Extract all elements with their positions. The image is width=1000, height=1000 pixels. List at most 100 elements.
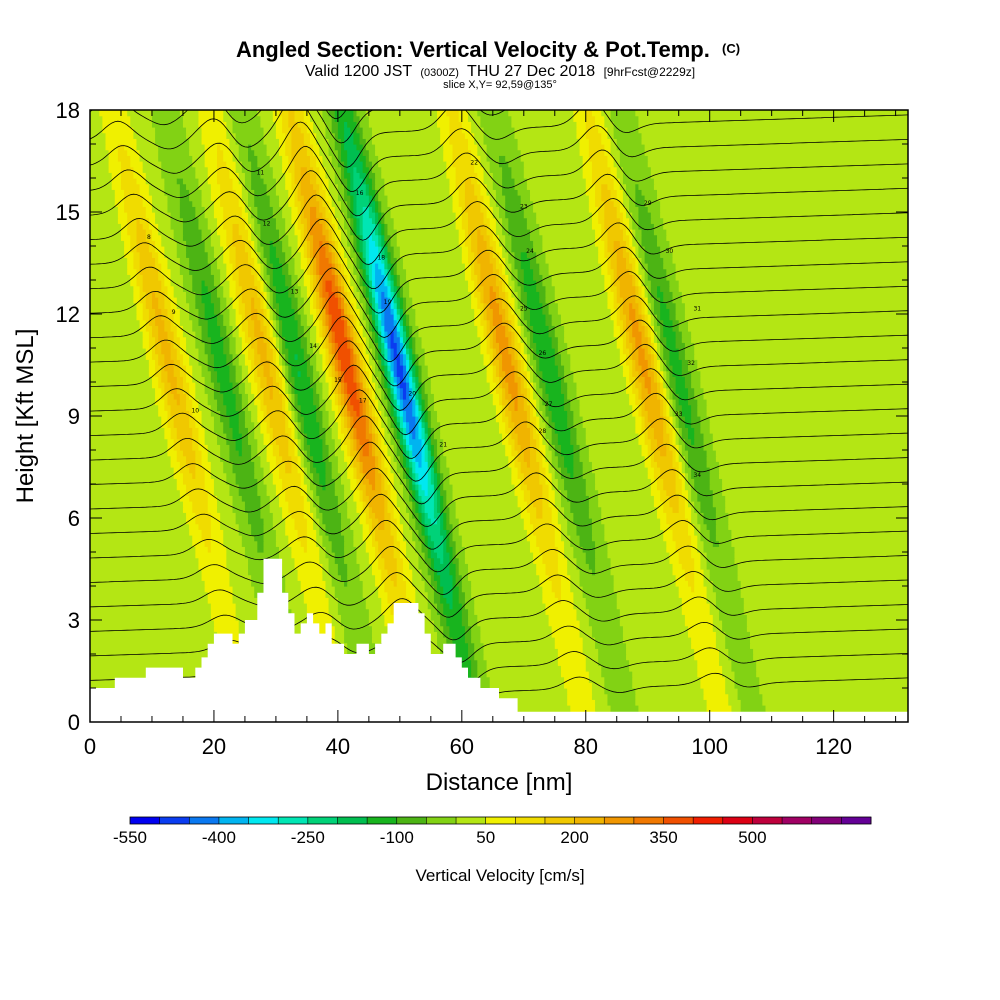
velocity-cell — [675, 382, 686, 389]
velocity-cell — [409, 467, 413, 474]
velocity-cell — [359, 495, 364, 502]
velocity-cell — [452, 574, 457, 581]
velocity-cell — [186, 246, 206, 253]
velocity-cell — [300, 455, 305, 462]
velocity-cell — [325, 472, 333, 479]
velocity-cell — [557, 365, 565, 372]
velocity-cell — [288, 382, 292, 389]
velocity-cell — [173, 444, 181, 451]
velocity-cell — [189, 410, 193, 417]
velocity-cell — [622, 251, 630, 258]
velocity-cell — [192, 433, 200, 440]
velocity-cell — [681, 608, 711, 615]
velocity-cell — [681, 433, 689, 440]
velocity-cell — [430, 574, 435, 581]
velocity-cell — [319, 552, 327, 559]
velocity-cell — [396, 569, 404, 576]
velocity-cell — [381, 348, 385, 355]
velocity-cell — [650, 285, 658, 292]
velocity-cell — [362, 535, 373, 542]
velocity-cell — [483, 325, 488, 332]
velocity-cell — [266, 263, 274, 270]
velocity-cell — [663, 393, 667, 400]
velocity-cell — [300, 342, 308, 349]
velocity-cell — [728, 648, 754, 655]
velocity-cell — [610, 251, 618, 258]
velocity-cell — [567, 489, 587, 496]
velocity-cell — [440, 489, 447, 496]
velocity-cell — [90, 648, 221, 655]
velocity-cell — [542, 438, 550, 445]
velocity-cell — [697, 404, 708, 411]
velocity-cell — [158, 353, 165, 360]
velocity-cell — [632, 246, 636, 253]
velocity-cell — [263, 291, 268, 298]
velocity-cell — [412, 302, 472, 309]
velocity-cell — [179, 257, 190, 264]
velocity-cell — [322, 450, 330, 457]
velocity-cell — [588, 512, 602, 519]
velocity-cell — [406, 433, 410, 440]
velocity-cell — [387, 353, 392, 360]
velocity-cell — [437, 478, 441, 485]
velocity-cell — [626, 325, 633, 332]
velocity-cell — [139, 251, 153, 258]
velocity-cell — [223, 314, 231, 321]
velocity-cell — [697, 359, 908, 366]
velocity-cell — [545, 450, 553, 457]
velocity-cell — [409, 382, 413, 389]
velocity-cell — [427, 540, 435, 547]
velocity-cell — [371, 353, 376, 360]
velocity-cell — [334, 489, 345, 496]
velocity-cell — [678, 461, 683, 468]
velocity-cell — [275, 529, 286, 536]
velocity-cell — [291, 280, 299, 287]
velocity-cell — [325, 580, 333, 587]
velocity-cell — [182, 376, 187, 383]
velocity-cell — [260, 421, 268, 428]
velocity-cell — [359, 297, 367, 304]
velocity-cell — [279, 353, 283, 360]
velocity-cell — [474, 257, 478, 264]
velocity-cell — [272, 387, 280, 394]
velocity-cell — [381, 399, 389, 406]
velocity-cell — [427, 563, 432, 570]
velocity-cell — [613, 319, 618, 326]
velocity-cell — [691, 489, 698, 496]
velocity-cell — [303, 455, 308, 462]
velocity-cell — [635, 280, 640, 287]
velocity-cell — [344, 557, 358, 564]
velocity-cell — [384, 319, 395, 326]
velocity-cell — [511, 359, 519, 366]
velocity-cell — [635, 308, 640, 315]
velocity-cell — [619, 280, 633, 287]
velocity-cell — [210, 404, 218, 411]
velocity-cell — [430, 535, 444, 542]
velocity-cell — [523, 478, 540, 485]
velocity-cell — [570, 586, 584, 593]
velocity-cell — [319, 285, 323, 292]
velocity-cell — [644, 421, 652, 428]
velocity-cell — [437, 495, 441, 502]
velocity-cell — [322, 512, 342, 519]
velocity-cell — [362, 489, 367, 496]
velocity-cell — [601, 263, 609, 270]
velocity-cell — [316, 382, 323, 389]
velocity-cell — [573, 591, 584, 598]
velocity-cell — [570, 472, 574, 479]
velocity-cell — [399, 297, 404, 304]
velocity-cell — [440, 467, 451, 474]
velocity-cell — [666, 410, 671, 417]
velocity-cell — [220, 382, 234, 389]
velocity-cell — [334, 353, 339, 360]
velocity-cell — [375, 529, 392, 536]
velocity-cell — [229, 484, 240, 491]
velocity-cell — [616, 597, 683, 604]
velocity-cell — [220, 325, 227, 332]
velocity-cell — [381, 433, 385, 440]
velocity-cell — [291, 365, 308, 372]
velocity-cell — [232, 427, 240, 434]
velocity-cell — [313, 399, 320, 406]
velocity-cell — [313, 461, 327, 468]
velocity-cell — [303, 246, 308, 253]
